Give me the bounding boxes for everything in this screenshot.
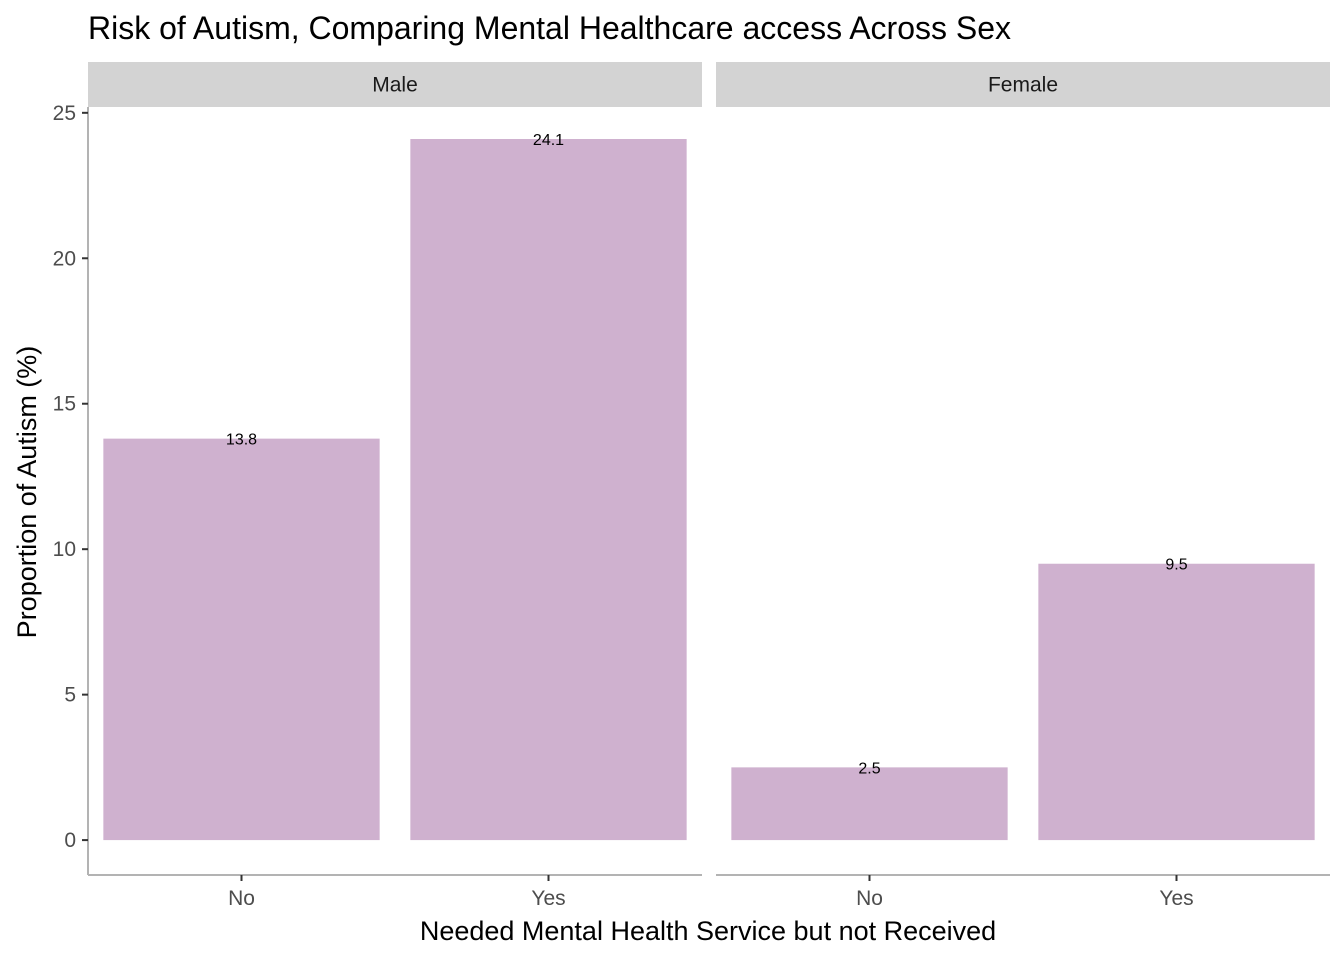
data-label: 2.5 xyxy=(858,760,880,777)
x-tick-label: Yes xyxy=(1159,887,1193,910)
data-label: 9.5 xyxy=(1165,557,1187,574)
chart-title: Risk of Autism, Comparing Mental Healthc… xyxy=(88,10,1011,46)
panel-female: Female 2.5 No 9.5 Yes xyxy=(716,62,1330,910)
facet-strip xyxy=(88,62,702,107)
y-axis-title: Proportion of Autism (%) xyxy=(12,346,42,639)
data-label: 13.8 xyxy=(226,432,257,449)
x-tick-label: No xyxy=(228,887,255,910)
y-tick-label: 20 xyxy=(53,247,76,270)
y-axis: 0 5 10 15 20 25 xyxy=(53,102,89,875)
y-tick-label: 0 xyxy=(64,829,76,852)
y-tick-label: 10 xyxy=(53,538,76,561)
x-axis-title: Needed Mental Health Service but not Rec… xyxy=(420,916,996,946)
facet-strip-label: Female xyxy=(988,74,1058,97)
y-tick-label: 5 xyxy=(64,684,76,707)
y-tick-label: 25 xyxy=(53,102,76,125)
data-label: 24.1 xyxy=(533,132,564,149)
facet-strip xyxy=(716,62,1330,107)
x-tick-label: Yes xyxy=(531,887,565,910)
bar-female-no xyxy=(731,767,1008,841)
panels: Male 13.8 No 24.1 Yes Female 2.5 No 9.5 Yes xyxy=(88,62,1330,910)
x-tick-label: No xyxy=(856,887,883,910)
bar-male-yes xyxy=(410,139,687,841)
bar-female-yes xyxy=(1038,563,1315,841)
panel-male: Male 13.8 No 24.1 Yes xyxy=(88,62,702,910)
facet-strip-label: Male xyxy=(372,74,418,97)
y-tick-label: 15 xyxy=(53,393,76,416)
bar-male-no xyxy=(103,438,380,841)
